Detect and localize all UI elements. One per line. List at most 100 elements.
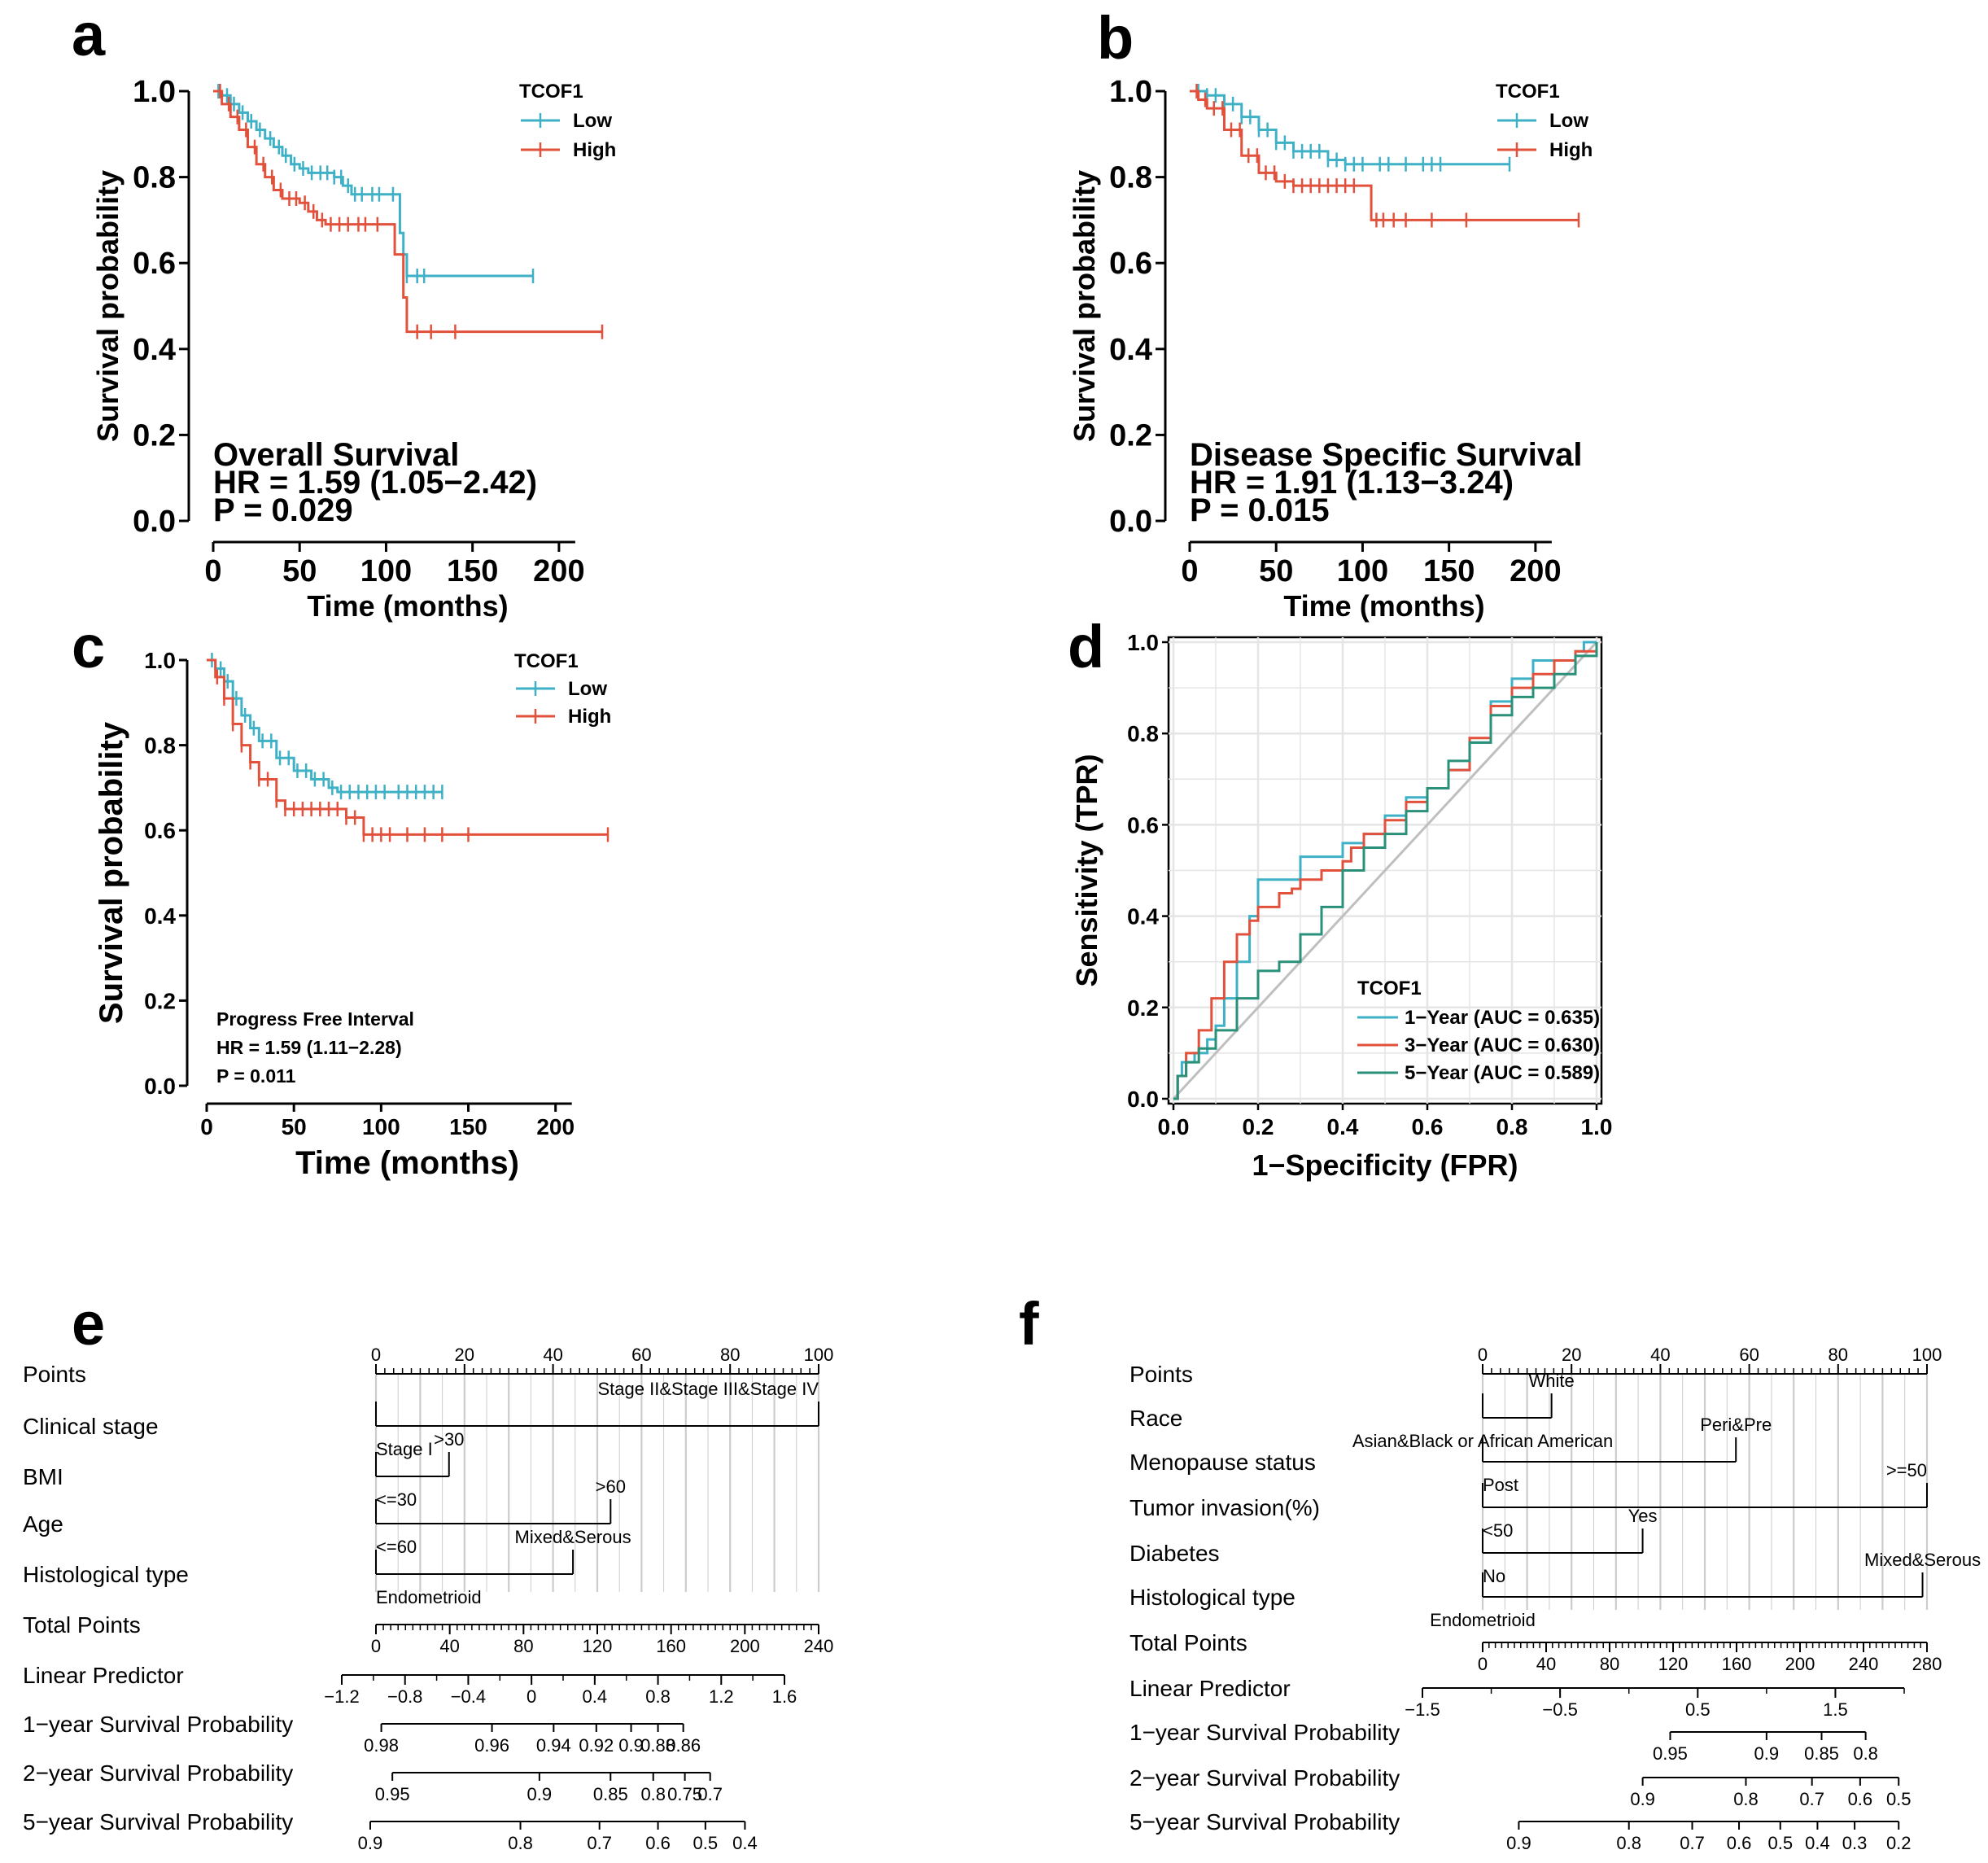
probability-label: 0.7 <box>697 1784 723 1804</box>
row-label: Total Points <box>23 1612 141 1638</box>
tick-label: 100 <box>804 1345 834 1365</box>
legend-title: TCOF1 <box>1496 81 1560 103</box>
tick-label: 0 <box>371 1636 381 1656</box>
tick-label: 0 <box>526 1686 536 1707</box>
category-label: <=60 <box>376 1537 417 1557</box>
row-label: 5−year Survival Probability <box>1129 1809 1400 1835</box>
x-axis-title: Time (months) <box>307 589 508 623</box>
probability-label: 0.6 <box>645 1833 671 1853</box>
tick-label: 0.5 <box>1685 1699 1711 1720</box>
y-tick-label: 1.0 <box>133 75 176 109</box>
x-tick-label: 50 <box>282 1114 307 1139</box>
row-label: Race <box>1129 1406 1182 1431</box>
annotation-text: P = 0.029 <box>213 492 353 528</box>
y-tick-label: 1.0 <box>1109 75 1152 109</box>
probability-label: 0.5 <box>1886 1789 1912 1809</box>
y-tick-label: 0.6 <box>133 247 176 281</box>
probability-label: 0.6 <box>1848 1789 1873 1809</box>
tick-label: 160 <box>656 1636 686 1656</box>
tick-label: 0.4 <box>583 1686 608 1707</box>
probability-label: 0.2 <box>1886 1833 1912 1853</box>
y-tick-label: 0.4 <box>133 333 176 367</box>
probability-label: 0.95 <box>375 1784 410 1804</box>
x-tick-label: 100 <box>360 554 412 588</box>
y-tick-label: 0.4 <box>144 903 176 929</box>
category-label: Mixed&Serous <box>1864 1550 1981 1570</box>
x-tick-label: 200 <box>533 554 584 588</box>
probability-label: 0.5 <box>693 1833 719 1853</box>
legend-label: 1−Year (AUC = 0.635) <box>1405 1007 1600 1029</box>
x-tick-label: 50 <box>282 554 317 588</box>
y-tick-label: 0.2 <box>144 988 176 1013</box>
row-label: Tumor invasion(%) <box>1129 1495 1320 1520</box>
x-tick-label: 150 <box>447 554 498 588</box>
row-label: Diabetes <box>1129 1541 1220 1566</box>
y-axis-title: Sensitivity (TPR) <box>1070 754 1103 986</box>
category-label: <=30 <box>376 1489 417 1510</box>
tick-label: 1.2 <box>709 1686 734 1707</box>
probability-label: 0.3 <box>1842 1833 1868 1853</box>
legend-title: TCOF1 <box>514 650 579 672</box>
probability-label: 0.7 <box>587 1833 612 1853</box>
tick-label: −0.8 <box>387 1686 422 1707</box>
x-tick-label: 1.0 <box>1581 1114 1613 1139</box>
legend-label-high: High <box>1549 139 1593 161</box>
tick-label: 20 <box>455 1345 474 1365</box>
category-label: Endometrioid <box>376 1587 482 1607</box>
km-curve-low <box>213 90 534 278</box>
tick-label: 40 <box>1650 1345 1670 1365</box>
panel-letter-f: f <box>1019 1290 1039 1358</box>
category-label: Peri&Pre <box>1700 1415 1772 1435</box>
category-label: Mixed&Serous <box>515 1527 631 1547</box>
tick-label: 20 <box>1562 1345 1581 1365</box>
x-tick-label: 150 <box>1423 554 1475 588</box>
probability-label: 0.98 <box>364 1735 399 1756</box>
tick-label: 200 <box>1785 1654 1815 1674</box>
x-tick-label: 100 <box>362 1114 400 1139</box>
tick-label: 240 <box>804 1636 834 1656</box>
row-label: 2−year Survival Probability <box>23 1760 293 1786</box>
probability-label: 0.9 <box>1754 1743 1780 1764</box>
row-label: 1−year Survival Probability <box>23 1712 293 1737</box>
y-axis-title: Survival probability <box>94 721 129 1024</box>
probability-label: 0.7 <box>1799 1789 1824 1809</box>
panel-letter-c: c <box>72 613 105 680</box>
tick-label: 0 <box>371 1345 381 1365</box>
category-label: <50 <box>1483 1520 1513 1541</box>
x-tick-label: 200 <box>536 1114 575 1139</box>
row-label: Linear Predictor <box>23 1663 184 1688</box>
tick-label: 80 <box>1829 1345 1848 1365</box>
x-tick-label: 0.6 <box>1412 1114 1444 1139</box>
probability-label: 0.96 <box>474 1735 509 1756</box>
y-tick-label: 1.0 <box>1127 630 1159 655</box>
row-label: Points <box>23 1362 86 1387</box>
y-tick-label: 0.6 <box>1127 812 1159 837</box>
category-label: >=50 <box>1886 1460 1927 1480</box>
y-tick-label: 1.0 <box>144 648 176 673</box>
y-tick-label: 0.8 <box>1109 161 1152 195</box>
row-label: Histological type <box>1129 1585 1295 1610</box>
tick-label: 240 <box>1849 1654 1879 1674</box>
probability-label: 0.95 <box>1653 1743 1688 1764</box>
probability-label: 0.4 <box>1805 1833 1830 1853</box>
row-label: Total Points <box>1129 1630 1247 1655</box>
annotation-text: Overall Survival <box>213 437 459 473</box>
category-label: >30 <box>434 1429 464 1450</box>
tick-label: 40 <box>543 1345 562 1365</box>
x-tick-label: 0 <box>1181 554 1198 588</box>
y-axis-title: Survival probability <box>1068 170 1101 442</box>
row-label: 2−year Survival Probability <box>1129 1765 1400 1791</box>
probability-label: 0.9 <box>527 1784 553 1804</box>
y-axis-title: Survival probability <box>91 170 125 442</box>
panel-letter-d: d <box>1068 613 1104 680</box>
tick-label: 0.8 <box>645 1686 671 1707</box>
tick-label: 60 <box>631 1345 651 1365</box>
roc-panel-d: 0.0 0.2 0.4 0.6 0.8 1.0 0.0 0.2 0.4 0.6 0.8 1.0 1−Sp… <box>1070 630 1612 1182</box>
y-tick-label: 0.0 <box>133 505 176 539</box>
roc-curve-5-year <box>1173 642 1598 1100</box>
km-panel-a: 0 50 100 150 200 0.0 0.2 0.4 0.6 0.8 1.0 Time (mont… <box>91 75 616 623</box>
legend-label-low: Low <box>568 678 607 700</box>
y-tick-label: 0.6 <box>144 818 176 843</box>
category-label: Yes <box>1628 1506 1658 1526</box>
